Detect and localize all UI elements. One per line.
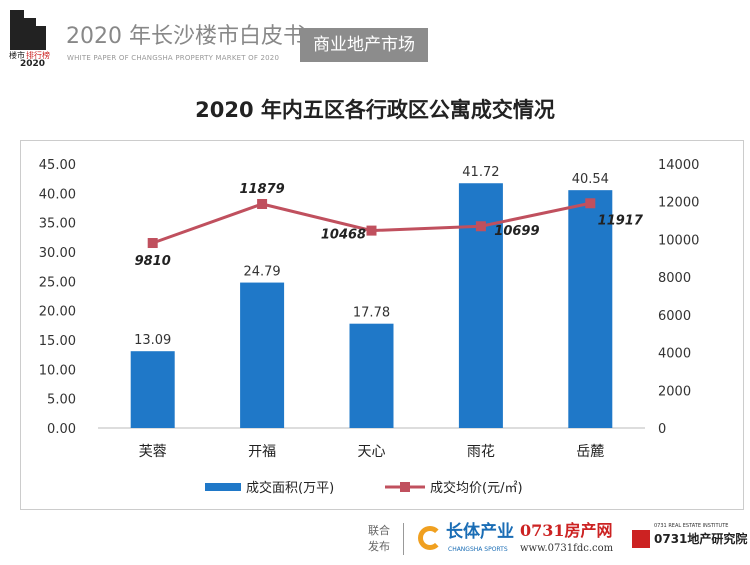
- bar-label: 24.79: [243, 265, 280, 280]
- line-label: 9810: [135, 254, 171, 269]
- joint-label: 联合: [368, 524, 390, 537]
- partner-changsha-sports-en: CHANGSHA SPORTS: [448, 546, 508, 553]
- logo: 楼市 排行榜 2020: [6, 8, 58, 69]
- svg-text:2020: 2020: [20, 59, 45, 66]
- line-label: 10468: [321, 228, 366, 243]
- line-label: 11917: [598, 213, 644, 228]
- line-point: [366, 225, 377, 236]
- y-right-tick: 4000: [658, 347, 691, 362]
- legend-line-marker: [400, 482, 410, 492]
- header-title: 2020 年长沙楼市白皮书: [66, 24, 305, 49]
- line-point: [475, 221, 486, 232]
- y-left-tick: 35.00: [39, 217, 76, 232]
- x-tick: 天心: [358, 444, 386, 460]
- bar: [240, 282, 285, 428]
- y-left-tick: 20.00: [39, 305, 76, 320]
- line-point: [147, 238, 158, 249]
- bar-label: 13.09: [134, 333, 171, 348]
- y-right-tick: 14000: [658, 158, 699, 173]
- x-tick: 岳麓: [576, 444, 604, 460]
- line-label: 10699: [494, 224, 539, 239]
- bar-label: 40.54: [572, 172, 609, 187]
- partner-0731-institute-en: 0731 REAL ESTATE INSTITUTE: [654, 523, 729, 529]
- y-left-tick: 10.00: [39, 363, 76, 378]
- publish-label: 发布: [368, 540, 390, 553]
- divider: [403, 523, 404, 555]
- y-left-tick: 0.00: [47, 422, 76, 437]
- bar: [568, 190, 613, 428]
- line-point: [585, 198, 596, 209]
- y-right-tick: 2000: [658, 384, 691, 399]
- bar-label: 41.72: [462, 165, 499, 180]
- y-left-tick: 45.00: [39, 158, 76, 173]
- y-right-tick: 8000: [658, 271, 691, 286]
- bar-label: 17.78: [353, 306, 390, 321]
- changsha-sports-logo-icon: [418, 526, 442, 550]
- institute-logo-icon: [632, 530, 650, 548]
- chart-frame: [20, 140, 744, 510]
- legend-line-label: 成交均价(元/㎡): [430, 480, 523, 496]
- y-right-tick: 6000: [658, 309, 691, 324]
- y-right-tick: 0: [658, 422, 666, 437]
- y-left-tick: 40.00: [39, 187, 76, 202]
- y-right-tick: 10000: [658, 233, 699, 248]
- chart-title: 2020 年内五区各行政区公寓成交情况: [195, 98, 555, 122]
- header-subtitle: WHITE PAPER OF CHANGSHA PROPERTY MARKET …: [67, 54, 280, 62]
- legend-bar-label: 成交面积(万平): [246, 480, 334, 496]
- section-tag: 商业地产市场: [300, 28, 428, 62]
- line-label: 11879: [239, 182, 284, 197]
- x-tick: 开福: [248, 444, 276, 460]
- partner-0731fdc-url: www.0731fdc.com: [520, 543, 614, 554]
- y-left-tick: 30.00: [39, 246, 76, 261]
- y-left-tick: 15.00: [39, 334, 76, 349]
- partner-0731fdc: 0731房产网: [520, 521, 613, 540]
- line-point: [257, 198, 268, 209]
- bar: [130, 351, 175, 428]
- x-tick: 芙蓉: [139, 443, 167, 460]
- bar: [349, 323, 394, 428]
- svg-text:楼市: 楼市: [9, 50, 25, 60]
- bar: [458, 183, 503, 428]
- partner-changsha-sports: 长体产业: [446, 522, 514, 542]
- y-left-tick: 25.00: [39, 275, 76, 290]
- partner-0731-institute: 0731地产研究院: [654, 532, 748, 546]
- y-right-tick: 12000: [658, 196, 699, 211]
- x-tick: 雨花: [467, 444, 495, 460]
- legend-bar-swatch: [205, 483, 241, 491]
- y-left-tick: 5.00: [47, 393, 76, 408]
- svg-text:排行榜: 排行榜: [26, 50, 50, 60]
